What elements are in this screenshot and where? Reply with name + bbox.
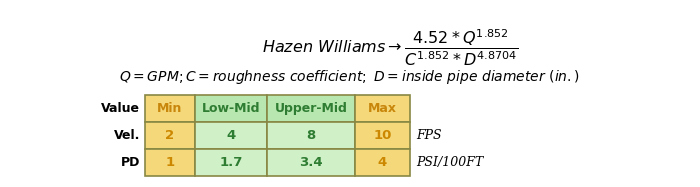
Text: FPS: FPS bbox=[416, 129, 442, 142]
Text: 3.4: 3.4 bbox=[299, 156, 323, 169]
Text: 1: 1 bbox=[165, 156, 174, 169]
Bar bbox=[267, 122, 355, 149]
Text: Upper-Mid: Upper-Mid bbox=[274, 102, 347, 115]
Bar bbox=[145, 149, 195, 176]
Text: 4: 4 bbox=[226, 129, 236, 142]
Text: $Q = GPM; C = roughness\ coefficient;\ D = inside\ pipe\ diameter\ (in.)$: $Q = GPM; C = roughness\ coefficient;\ D… bbox=[120, 68, 580, 86]
Text: 8: 8 bbox=[307, 129, 316, 142]
Text: 10: 10 bbox=[373, 129, 392, 142]
Bar bbox=[267, 95, 355, 122]
Bar bbox=[145, 95, 195, 122]
Text: PD: PD bbox=[120, 156, 140, 169]
Bar bbox=[355, 149, 410, 176]
Text: 2: 2 bbox=[165, 129, 174, 142]
Text: Low-Mid: Low-Mid bbox=[202, 102, 260, 115]
Bar bbox=[145, 122, 195, 149]
Bar bbox=[355, 95, 410, 122]
Text: 1.7: 1.7 bbox=[219, 156, 243, 169]
Bar bbox=[195, 149, 267, 176]
Text: 4: 4 bbox=[378, 156, 387, 169]
Text: Max: Max bbox=[368, 102, 397, 115]
Bar bbox=[195, 122, 267, 149]
Text: Min: Min bbox=[158, 102, 183, 115]
Text: $\mathit{Hazen\ Williams} \rightarrow \dfrac{4.52 * Q^{1.852}}{C^{1.852} * D^{4.: $\mathit{Hazen\ Williams} \rightarrow \d… bbox=[262, 28, 518, 68]
Text: Vel.: Vel. bbox=[113, 129, 140, 142]
Bar bbox=[267, 149, 355, 176]
Bar bbox=[355, 122, 410, 149]
Text: PSI/100FT: PSI/100FT bbox=[416, 156, 483, 169]
Bar bbox=[195, 95, 267, 122]
Text: Value: Value bbox=[101, 102, 140, 115]
